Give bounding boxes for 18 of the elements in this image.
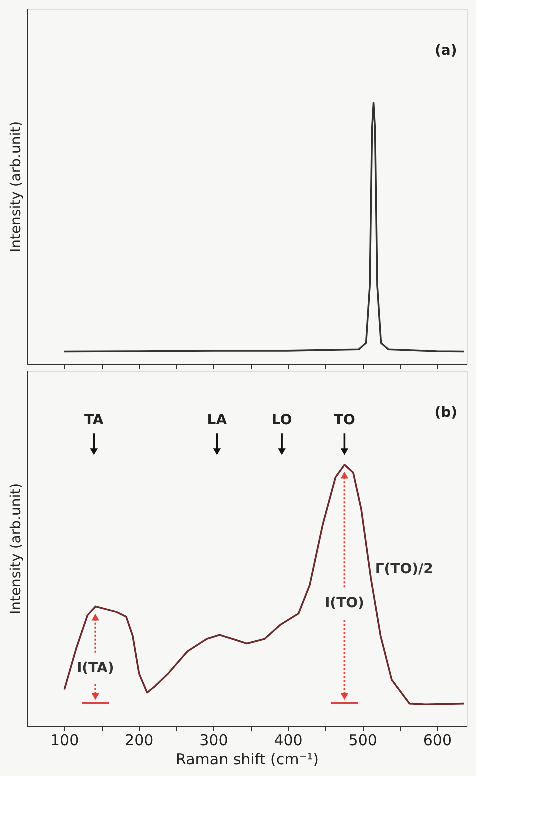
- annotation: I(TO): [324, 595, 364, 612]
- y-axis-title: Intensity (arb.unit): [8, 121, 24, 253]
- text: (a): [434, 42, 458, 59]
- x-tick-label: 600: [423, 732, 452, 750]
- x-tick-label: 300: [200, 732, 228, 750]
- x-tick-label: 100: [50, 732, 80, 750]
- x-tick-label: 200: [125, 732, 154, 750]
- x-tick-label: 400: [274, 732, 303, 750]
- x-tick-label: 500: [348, 732, 378, 750]
- annotation: Γ(TO)/2: [375, 561, 434, 578]
- x-axis-title: Raman shift (cm⁻¹): [176, 750, 320, 768]
- text: LA: [207, 412, 228, 429]
- text: (b): [434, 404, 458, 421]
- text: TA: [84, 412, 104, 429]
- y-axis-title: Intensity (arb.unit): [8, 483, 24, 615]
- text: TO: [334, 412, 356, 429]
- text: LO: [272, 412, 292, 429]
- annotation: I(TA): [76, 660, 114, 677]
